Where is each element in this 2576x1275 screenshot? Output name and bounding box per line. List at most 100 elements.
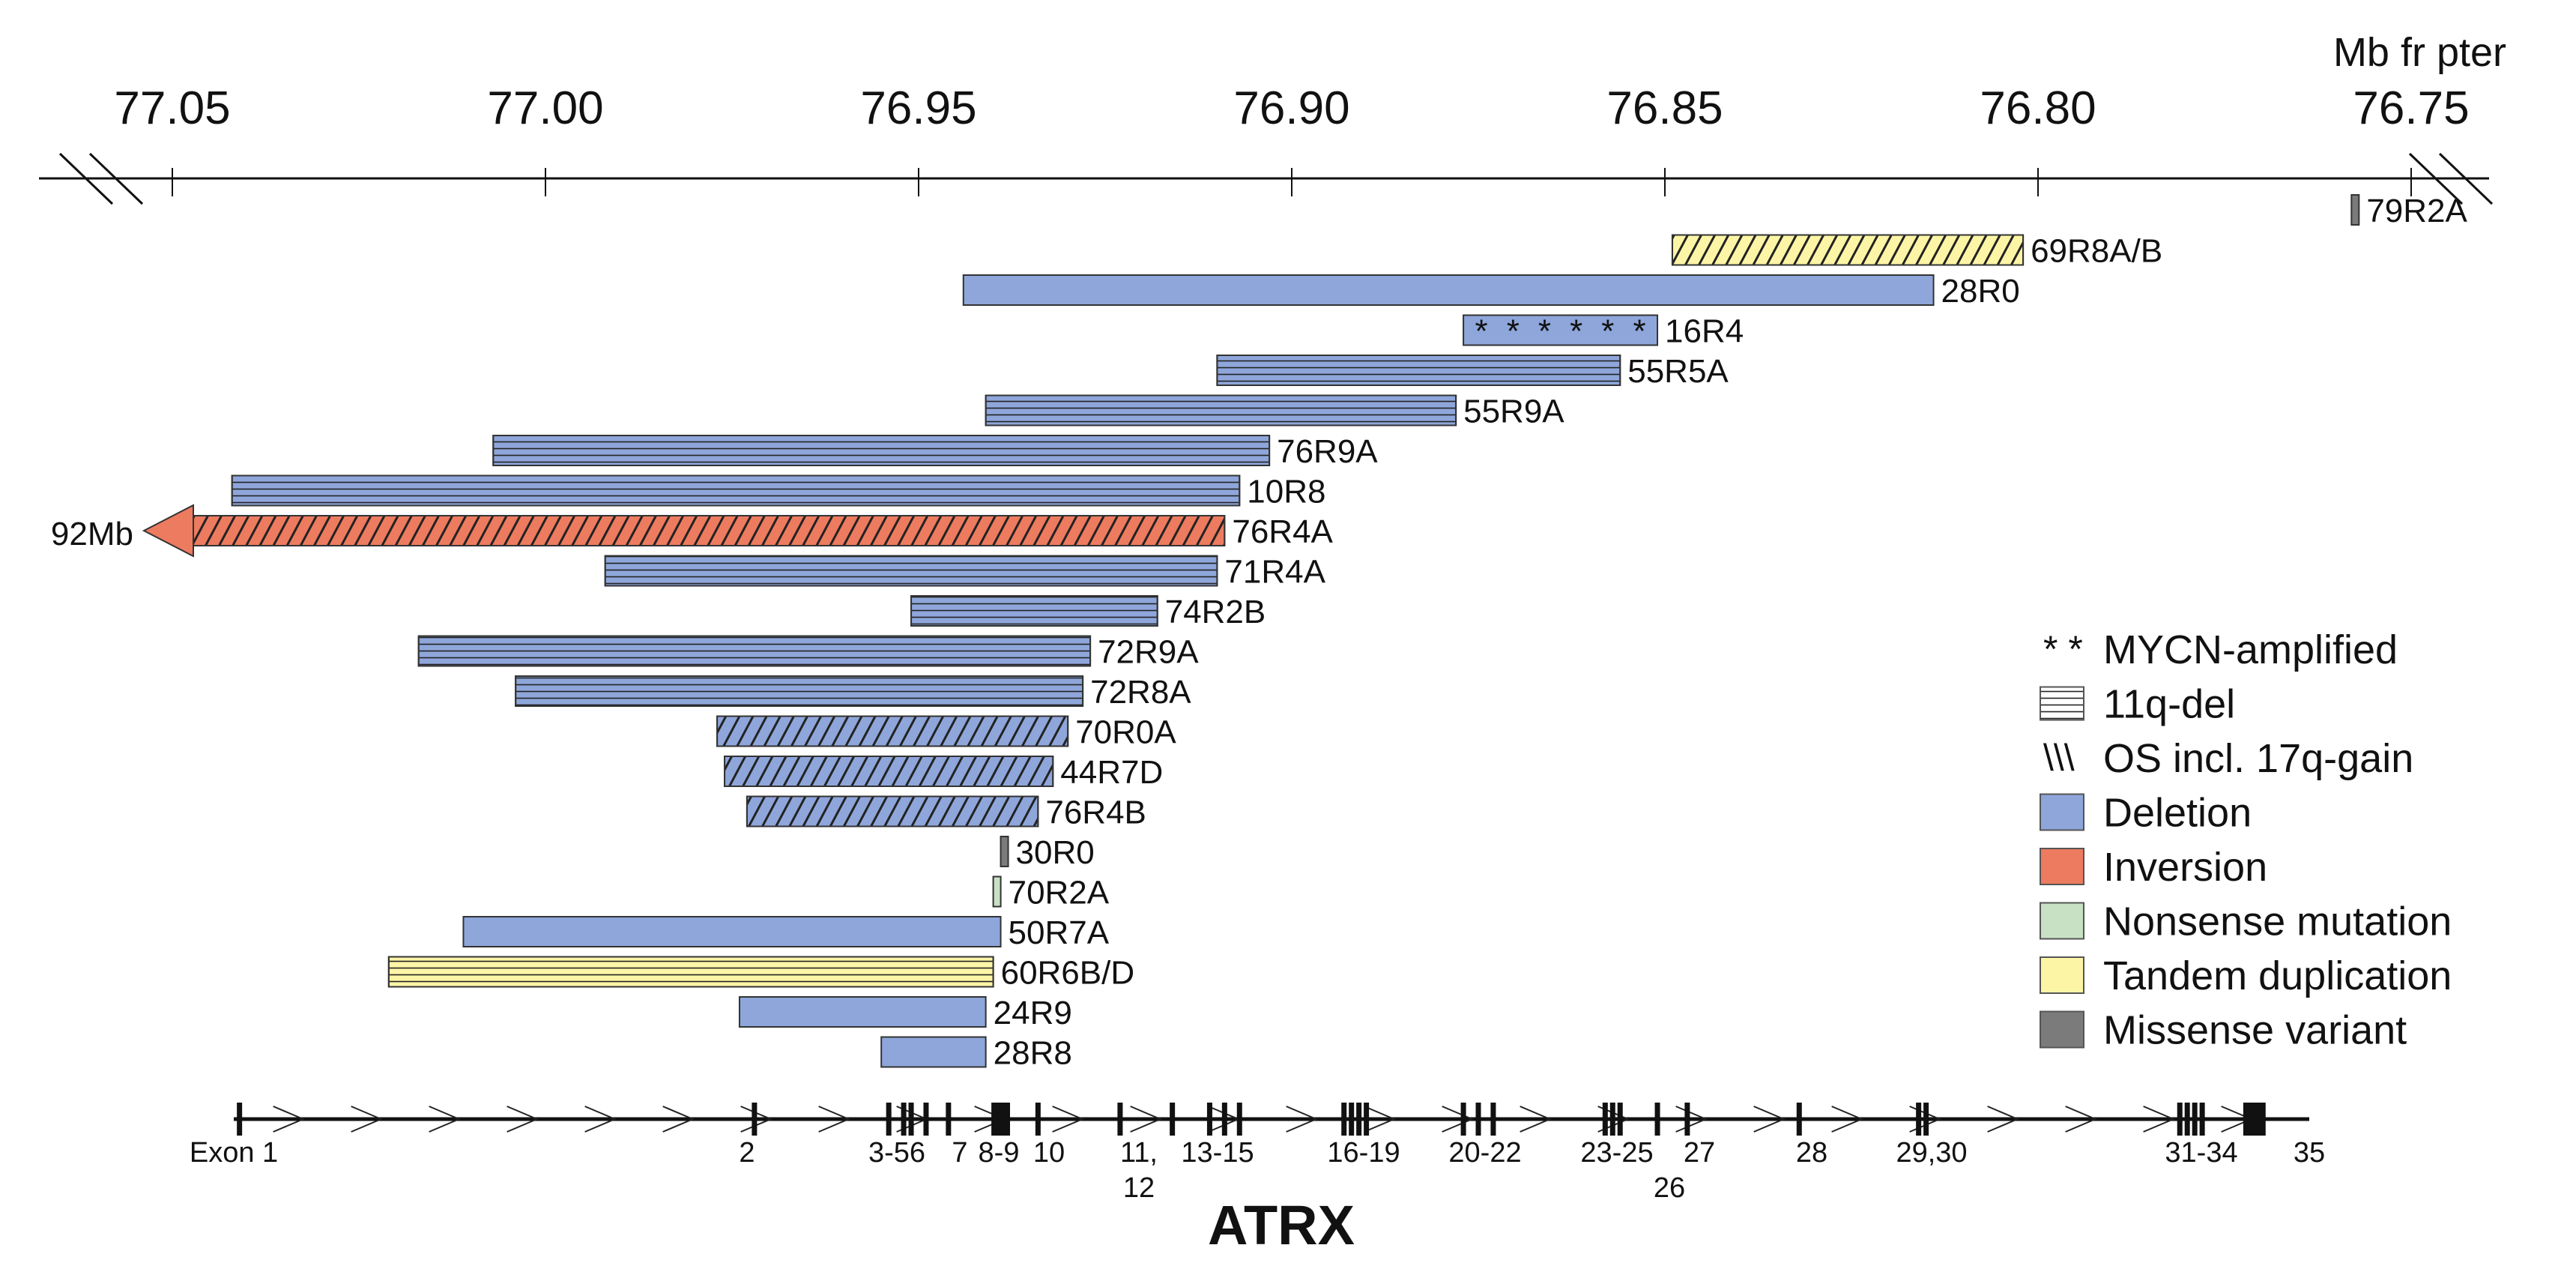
gene-structure: ATRX Exon 1 2 3-56 7 8-9 10 11,12 13-15 16-19 20-… [190, 1103, 2325, 1256]
legend-label: OS incl. 17q-gain [2103, 736, 2413, 781]
sample-label: 30R0 [1016, 834, 1095, 871]
legend-label: Missense variant [2103, 1008, 2407, 1053]
sample-label: 50R7A [1009, 914, 1110, 951]
axis-break-left [88, 152, 144, 205]
sample-label: 72R8A [1090, 674, 1191, 711]
intron-chevron [2065, 1106, 2098, 1133]
sample-label: 69R8A/B [2031, 233, 2162, 270]
axis-unit-label: Mb fr pter [2333, 30, 2506, 75]
sample-row: 60R6B/D [387, 955, 1135, 992]
mycn-star: * [1507, 313, 1520, 350]
exon-mark [1356, 1103, 1362, 1136]
sample-row: 79R2A [2350, 193, 2468, 229]
sample-row: 55R5A [1216, 353, 1729, 390]
sample-bar-pattern [604, 555, 1218, 587]
exon-label: 11, [1120, 1137, 1158, 1169]
exon-mark [1206, 1103, 1212, 1136]
sample-bar-pattern [417, 635, 1092, 667]
intron-chevron [1052, 1106, 1085, 1133]
exon-mark [1341, 1103, 1347, 1136]
legend-stars-icon: * * [2043, 628, 2083, 670]
sample-row: 24R9 [738, 995, 1072, 1031]
legend-label: Inversion [2103, 845, 2267, 890]
exon-label: 7 [952, 1137, 967, 1169]
intron-chevron [1130, 1106, 1163, 1133]
exon-label: 16-19 [1327, 1137, 1400, 1169]
intron-chevron [1442, 1106, 1475, 1133]
sample-bar [992, 875, 1002, 908]
legend-label: Deletion [2103, 791, 2252, 836]
sample-row: 76R4A [142, 504, 1334, 558]
intron-chevron [662, 1106, 695, 1133]
axis-break-right [2408, 152, 2464, 205]
exon-label: 28 [1796, 1137, 1827, 1169]
sample-label: 76R4A [1232, 513, 1333, 550]
sample-label: 70R2A [1009, 875, 1110, 911]
sample-label: 70R0A [1075, 714, 1176, 751]
exon-mark [1349, 1103, 1355, 1136]
legend-label: 11q-del [2103, 682, 2235, 727]
exon-mark [1684, 1103, 1690, 1136]
exon-mark [1035, 1103, 1041, 1136]
intron-chevron [273, 1106, 306, 1133]
sample-bar-pattern [985, 394, 1457, 426]
sample-row: 76R4B [746, 795, 1146, 831]
mycn-star: * [1570, 313, 1582, 350]
exon-label: Exon 1 [190, 1137, 278, 1169]
mycn-star: * [1601, 313, 1614, 350]
axis-tick-label: 76.90 [1233, 82, 1349, 134]
exon-mark [1364, 1103, 1370, 1136]
legend-item: Inversion [2040, 845, 2267, 890]
sample-label: 16R4 [1665, 313, 1744, 350]
sample-label: 79R2A [2366, 193, 2467, 229]
legend-swatch [2040, 1010, 2084, 1049]
axis-tick-label: 76.85 [1606, 82, 1723, 134]
intron-chevron [1831, 1106, 1864, 1133]
sample-bar [1000, 836, 1009, 867]
exon-mark [1460, 1103, 1466, 1136]
sample-row: 74R2B [910, 594, 1266, 630]
exon-mark [1236, 1103, 1242, 1136]
sample-bar-pattern [1216, 355, 1621, 386]
axis-break-right [2438, 152, 2494, 205]
sample-label: 44R7D [1060, 754, 1163, 791]
sample-label: 10R8 [1247, 474, 1325, 510]
legend-item: Nonsense mutation [2040, 899, 2452, 944]
exon-mark [923, 1103, 929, 1136]
exon-mark [1475, 1103, 1481, 1136]
legend-swatch [2040, 902, 2084, 940]
mycn-star: * [1475, 313, 1488, 350]
exon-mark [2192, 1103, 2198, 1136]
sample-row: 44R7D [724, 754, 1163, 791]
mycn-star: * [1633, 313, 1645, 350]
sample-bar-pattern [387, 956, 994, 988]
sample-label: 71R4A [1224, 554, 1325, 591]
legend-item: 11q-del [2040, 682, 2235, 727]
exon-label: 23-25 [1580, 1137, 1653, 1169]
legend-swatch [2040, 956, 2084, 994]
exon-mark [237, 1103, 243, 1136]
sample-bar-pattern [1671, 234, 2025, 266]
mycn-star: * [1538, 313, 1551, 350]
exon-block [991, 1103, 1011, 1136]
sample-label: 24R9 [994, 995, 1072, 1031]
inversion-arrow-label: 92Mb [51, 516, 133, 552]
sample-label: 60R6B/D [1001, 955, 1135, 992]
exon-mark [1490, 1103, 1496, 1136]
sample-bar [2350, 194, 2360, 226]
sample-label: 28R8 [994, 1035, 1072, 1072]
sample-row: 76R9A [492, 433, 1378, 470]
exon-label: 13-15 [1181, 1137, 1254, 1169]
exon-mark [2177, 1103, 2183, 1136]
intron-chevron [818, 1106, 851, 1133]
axis-tick-label: 76.75 [2353, 82, 2469, 134]
exon-label: 31-34 [2165, 1137, 2237, 1169]
sample-row: 10R8 [231, 474, 1325, 510]
exon-mark [886, 1103, 892, 1136]
exon-mark [901, 1103, 907, 1136]
axis-tick-label: 77.00 [487, 82, 603, 134]
legend-item: \\\ OS incl. 17q-gain [2043, 736, 2413, 781]
axis-tick-label: 76.95 [860, 82, 976, 134]
